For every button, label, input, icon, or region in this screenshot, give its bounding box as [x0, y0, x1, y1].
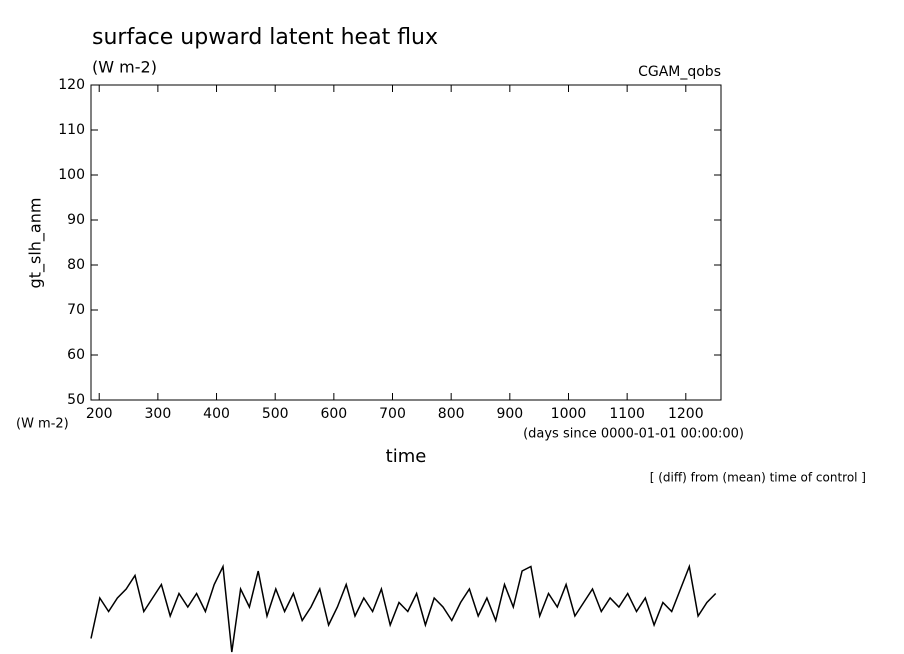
y-tick-label: 60: [67, 347, 85, 363]
data-line: [90, 563, 717, 653]
y-tick-label: 90: [67, 212, 85, 228]
y-tick-label: 50: [67, 392, 85, 408]
note: [ (diff) from (mean) time of control ]: [650, 471, 866, 485]
x-tick-label: 600: [320, 406, 347, 422]
x-tick-label: 1200: [668, 406, 704, 422]
x-tick-label: 400: [203, 406, 230, 422]
x-axis-label: time: [386, 446, 427, 467]
y-tick-label: 70: [67, 302, 85, 318]
y-tick-label: 120: [58, 77, 85, 93]
x-tick-label: 900: [496, 406, 523, 422]
plot-frame: [90, 84, 722, 401]
subtitle: (W m-2): [92, 58, 157, 77]
x-tick-label: 800: [438, 406, 465, 422]
x-tick-label: 700: [379, 406, 406, 422]
y-axis-label: gt_slh_anm: [26, 198, 46, 289]
x-tick-label: 200: [86, 406, 113, 422]
x-tick-label: 1000: [551, 406, 587, 422]
x-units: (days since 0000-01-01 00:00:00): [523, 427, 744, 442]
y-tick-label: 100: [58, 167, 85, 183]
x-tick-label: 1100: [609, 406, 645, 422]
annotation: CGAM_qobs: [638, 64, 721, 80]
x-tick-label: 500: [262, 406, 289, 422]
x-tick-label: 300: [145, 406, 172, 422]
y-tick-label: 80: [67, 257, 85, 273]
y-units: (W m-2): [16, 417, 69, 432]
y-tick-label: 110: [58, 122, 85, 138]
chart-title: surface upward latent heat flux: [92, 25, 438, 50]
